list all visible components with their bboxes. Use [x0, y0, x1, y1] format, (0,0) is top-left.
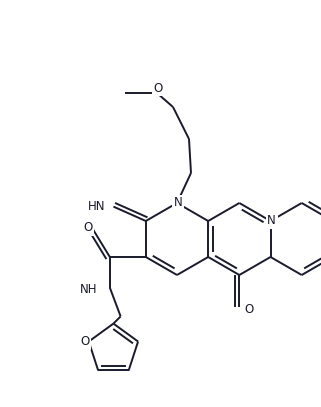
- Text: N: N: [174, 197, 182, 210]
- Text: O: O: [245, 303, 254, 316]
- Text: N: N: [267, 214, 276, 228]
- Text: O: O: [80, 335, 89, 348]
- Text: O: O: [83, 221, 92, 234]
- Text: NH: NH: [80, 283, 98, 296]
- Text: O: O: [153, 81, 163, 94]
- Text: HN: HN: [88, 200, 105, 213]
